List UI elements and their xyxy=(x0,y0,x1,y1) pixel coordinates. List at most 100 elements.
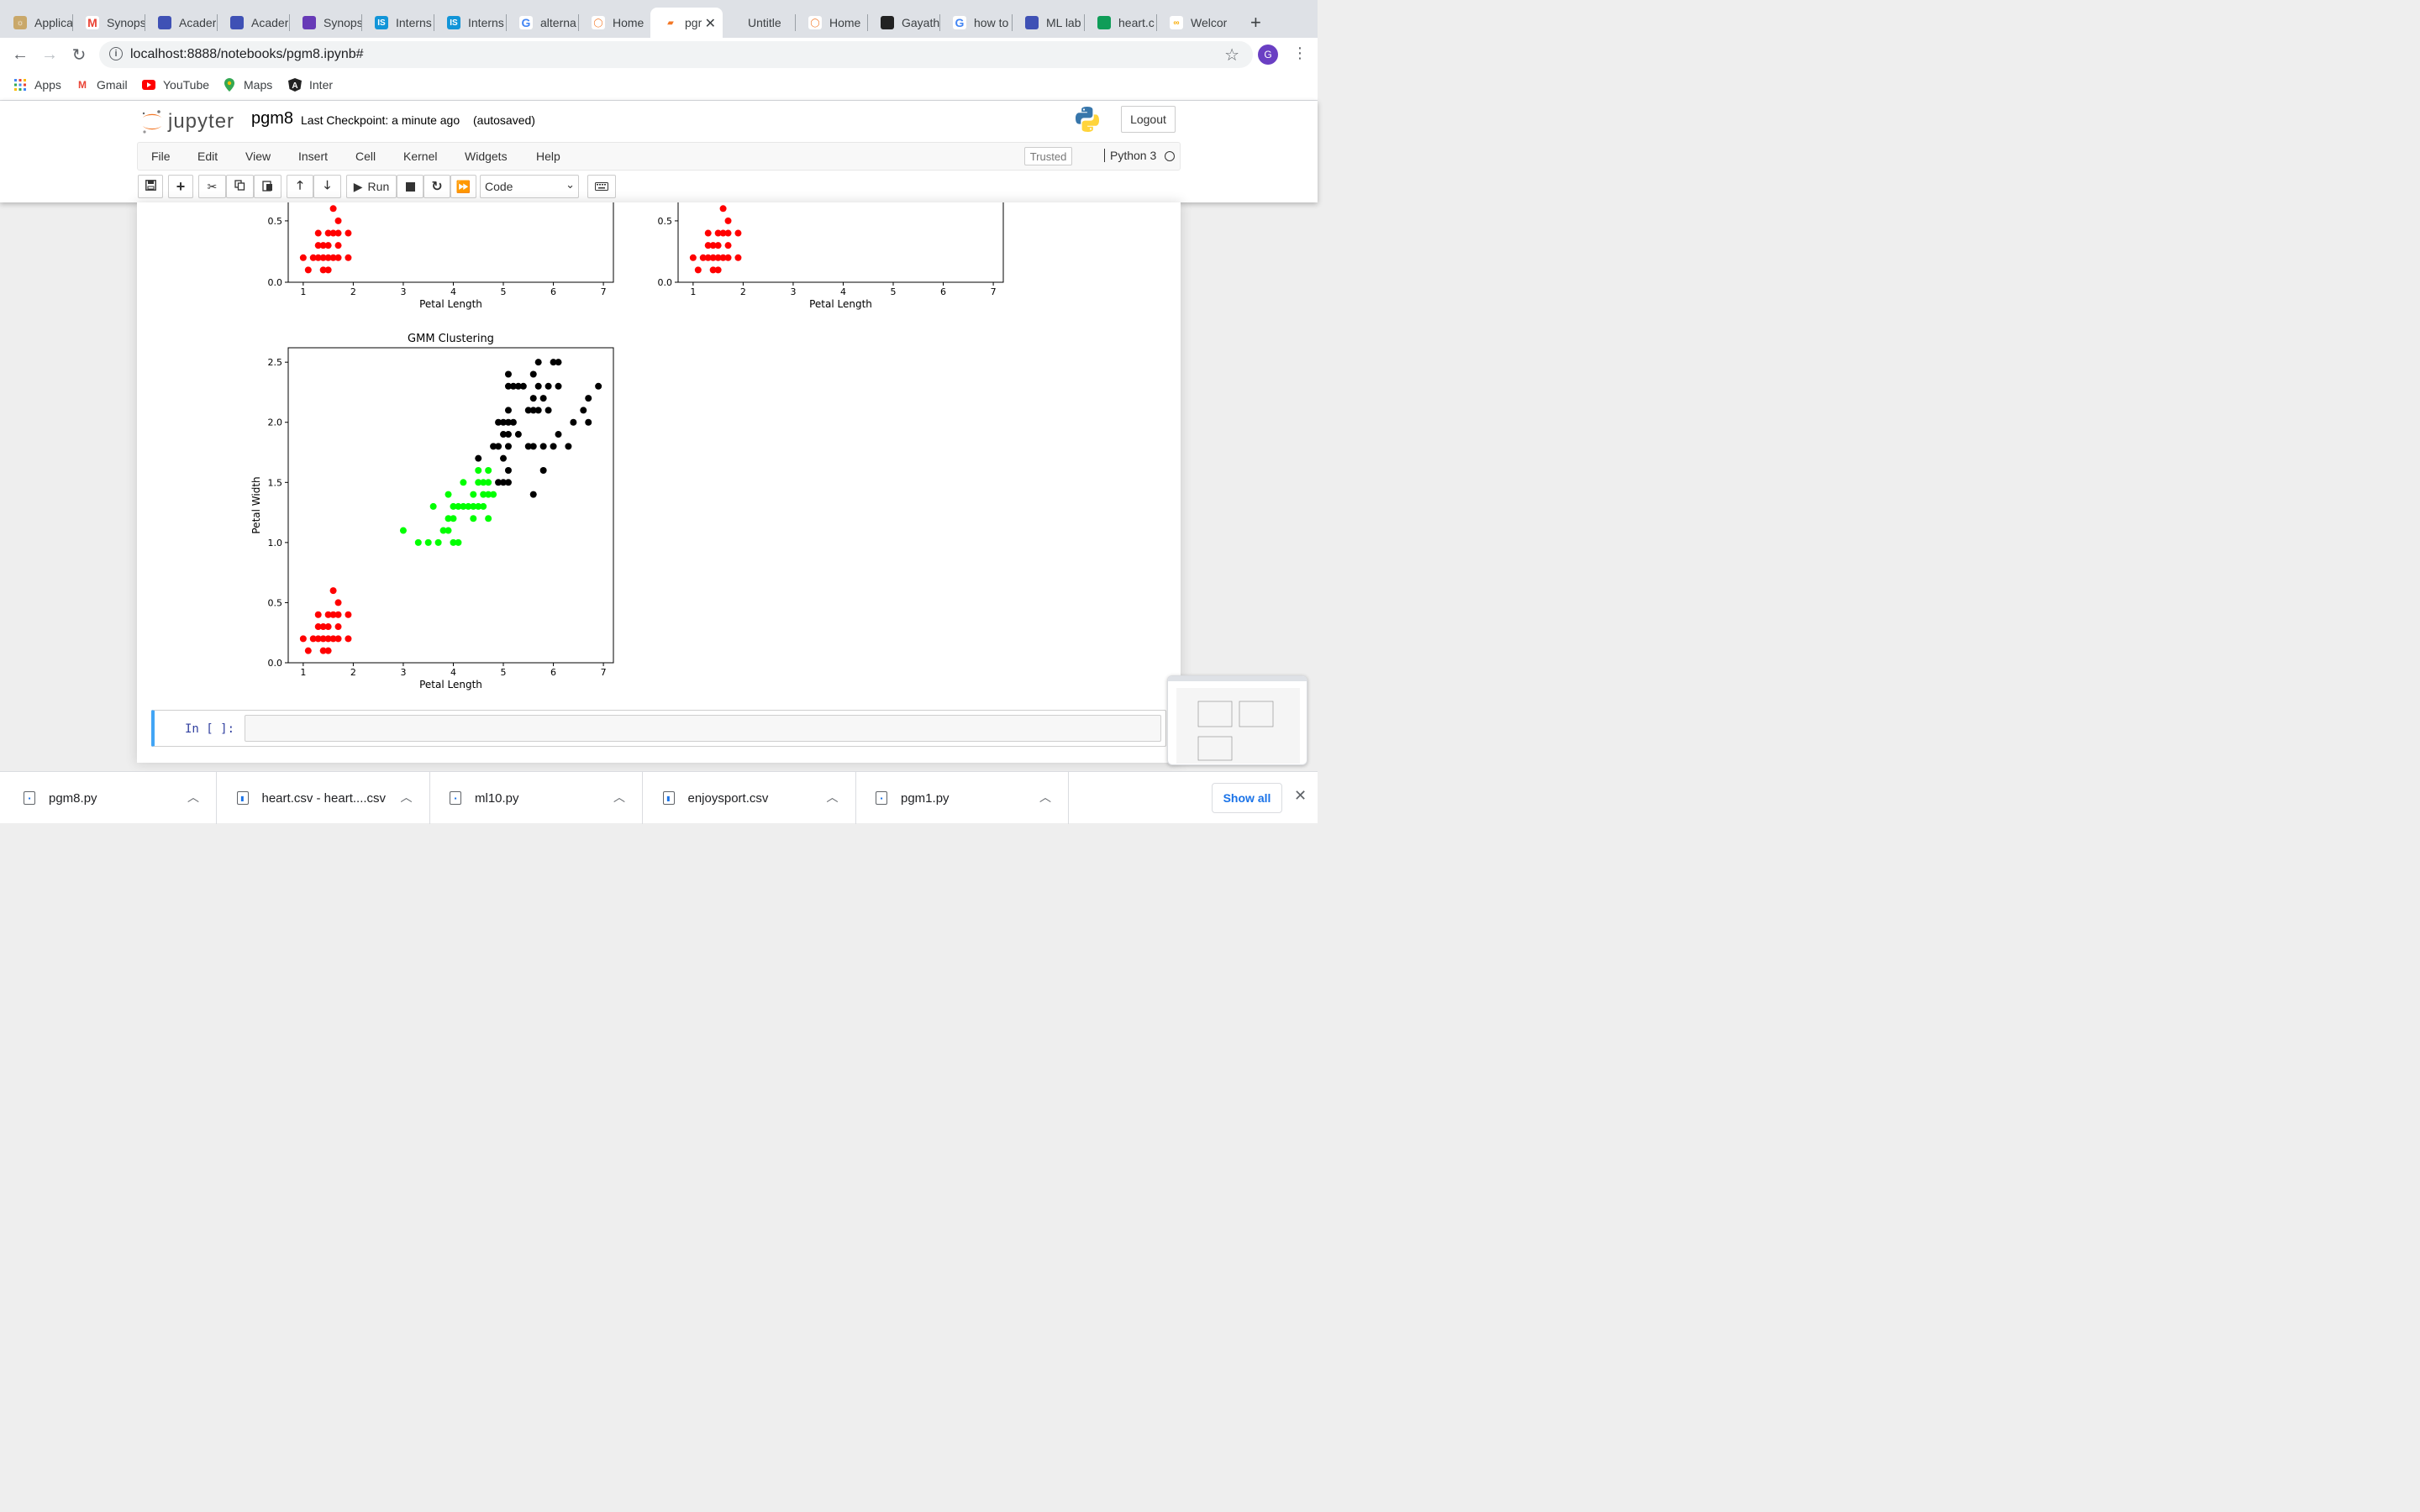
scatter-point xyxy=(595,382,602,390)
forward-icon[interactable]: → xyxy=(41,45,58,64)
close-icon[interactable]: ✕ xyxy=(1294,787,1307,804)
save-icon xyxy=(145,180,156,193)
profile-avatar[interactable]: G xyxy=(1258,45,1278,65)
menu-kernel[interactable]: Kernel xyxy=(403,150,438,163)
tab-close-icon[interactable]: ✕ xyxy=(704,17,716,31)
scatter-point xyxy=(734,254,742,261)
scatter-point xyxy=(534,382,542,390)
maps-pin-icon xyxy=(223,78,236,92)
jupyter-logo[interactable]: jupyter xyxy=(141,109,234,134)
new-tab-button[interactable]: + xyxy=(1250,12,1261,33)
show-all-button[interactable]: Show all xyxy=(1212,783,1282,813)
bookmark-star-icon[interactable]: ☆ xyxy=(1224,46,1239,65)
restart-button[interactable]: ↻ xyxy=(424,175,450,198)
bookmark-label: Inter xyxy=(309,78,334,92)
chevron-up-icon[interactable]: ︿ xyxy=(613,790,625,804)
interrupt-button[interactable] xyxy=(397,175,424,198)
browser-tab[interactable]: Gayath xyxy=(867,8,939,38)
menu-view[interactable]: View xyxy=(245,150,271,163)
download-item[interactable]: ▮ enjoysport.csv ︿ xyxy=(643,772,856,824)
menu-insert[interactable]: Insert xyxy=(298,150,329,163)
menu-file[interactable]: File xyxy=(151,150,171,163)
browser-tab[interactable]: Untitle xyxy=(723,8,795,38)
restart-run-all-button[interactable]: ⏩ xyxy=(450,175,476,198)
classroom-icon xyxy=(1025,16,1039,29)
browser-tab[interactable]: ◯ Home xyxy=(578,8,650,38)
x-tick-label: 2 xyxy=(350,286,356,297)
chevron-up-icon[interactable]: ︿ xyxy=(1039,790,1051,804)
address-bar[interactable]: i localhost:8888/notebooks/pgm8.ipynb# ☆ xyxy=(99,41,1253,68)
restart-icon: ↻ xyxy=(431,180,443,194)
scatter-point xyxy=(719,254,727,261)
browser-tab[interactable]: Acader xyxy=(145,8,217,38)
tab-separator xyxy=(1084,14,1085,31)
download-item[interactable]: ▪ pgm1.py ︿ xyxy=(855,772,1069,824)
site-info-icon[interactable]: i xyxy=(109,47,123,60)
chrome-menu-icon[interactable]: ⋮ xyxy=(1292,45,1307,61)
trusted-badge[interactable]: Trusted xyxy=(1024,147,1072,165)
cut-button[interactable]: ✂ xyxy=(198,175,226,198)
x-tick-label: 7 xyxy=(601,286,607,297)
run-button[interactable]: ▶ Run xyxy=(346,175,397,198)
menu-widgets[interactable]: Widgets xyxy=(465,150,508,163)
chevron-up-icon[interactable]: ︿ xyxy=(187,790,199,804)
chevron-up-icon[interactable]: ︿ xyxy=(826,790,839,804)
browser-tab[interactable]: ∞ Welcor xyxy=(1156,8,1228,38)
menu-cell[interactable]: Cell xyxy=(355,150,376,163)
cell-type-select[interactable]: Code ⌄ xyxy=(480,175,579,198)
save-button[interactable] xyxy=(138,175,163,198)
browser-tab[interactable]: ML lab xyxy=(1012,8,1084,38)
tab-separator xyxy=(939,14,940,31)
browser-tab[interactable]: ◯ Home xyxy=(795,8,867,38)
kernel-name[interactable]: Python 3 xyxy=(1104,149,1156,162)
y-tick-label: 0.5 xyxy=(268,216,283,227)
browser-tab[interactable]: heart.c xyxy=(1084,8,1156,38)
reload-icon[interactable]: ↻ xyxy=(71,45,87,65)
browser-tab[interactable]: ☼ Applica xyxy=(0,8,72,38)
browser-tab[interactable]: M Synops xyxy=(72,8,145,38)
command-palette-button[interactable] xyxy=(587,175,616,198)
python-file-icon: ▪ xyxy=(450,791,461,805)
fast-forward-icon: ⏩ xyxy=(455,179,471,193)
arrow-up-icon: 🡑 xyxy=(297,178,303,192)
scatter-point xyxy=(450,502,457,510)
browser-tab[interactable]: Acader xyxy=(217,8,289,38)
bookmark-inter[interactable]: A Inter xyxy=(288,78,333,92)
scatter-point xyxy=(314,229,322,237)
bookmark-gmail[interactable]: M Gmail xyxy=(76,78,128,92)
url-text[interactable]: localhost:8888/notebooks/pgm8.ipynb# xyxy=(130,47,364,61)
scatter-point xyxy=(550,443,557,450)
download-item[interactable]: ▪ pgm8.py ︿ xyxy=(3,772,217,824)
download-item[interactable]: ▮ heart.csv - heart....csv ︿ xyxy=(217,772,430,824)
chevron-up-icon[interactable]: ︿ xyxy=(400,790,413,804)
copy-button[interactable] xyxy=(226,175,254,198)
browser-tab[interactable]: ▰ pgr ✕ xyxy=(650,8,723,38)
menu-edit[interactable]: Edit xyxy=(197,150,218,163)
bookmark-youtube[interactable]: YouTube xyxy=(142,78,209,92)
bookmark-maps[interactable]: Maps xyxy=(223,78,272,92)
cell-input[interactable] xyxy=(245,715,1161,742)
x-axis-label: Petal Length xyxy=(419,679,482,690)
scatter-point xyxy=(495,418,502,426)
download-item[interactable]: ▪ ml10.py ︿ xyxy=(429,772,643,824)
code-cell[interactable]: In [ ]: xyxy=(151,710,1166,747)
scatter-plot-1: 1 2 3 4 5 6 7 0.0 0.5 Petal Length xyxy=(268,202,614,310)
keyboard-icon xyxy=(595,180,608,193)
scatter-point xyxy=(529,395,537,402)
move-down-button[interactable]: 🡓 xyxy=(313,175,341,198)
paste-button[interactable] xyxy=(254,175,281,198)
bookmark-apps[interactable]: Apps xyxy=(13,78,61,92)
move-up-button[interactable]: 🡑 xyxy=(287,175,313,198)
browser-tab[interactable]: IS Interns xyxy=(361,8,434,38)
browser-tab[interactable]: IS Interns xyxy=(434,8,506,38)
y-tick-label: 0.5 xyxy=(268,597,283,608)
logout-button[interactable]: Logout xyxy=(1121,106,1176,133)
back-icon[interactable]: ← xyxy=(12,45,29,64)
menu-help[interactable]: Help xyxy=(536,150,560,163)
notebook-name[interactable]: pgm8 xyxy=(251,109,294,128)
browser-tab[interactable]: Synops xyxy=(289,8,361,38)
scatter-point xyxy=(345,254,352,261)
insert-cell-button[interactable]: + xyxy=(168,175,193,198)
